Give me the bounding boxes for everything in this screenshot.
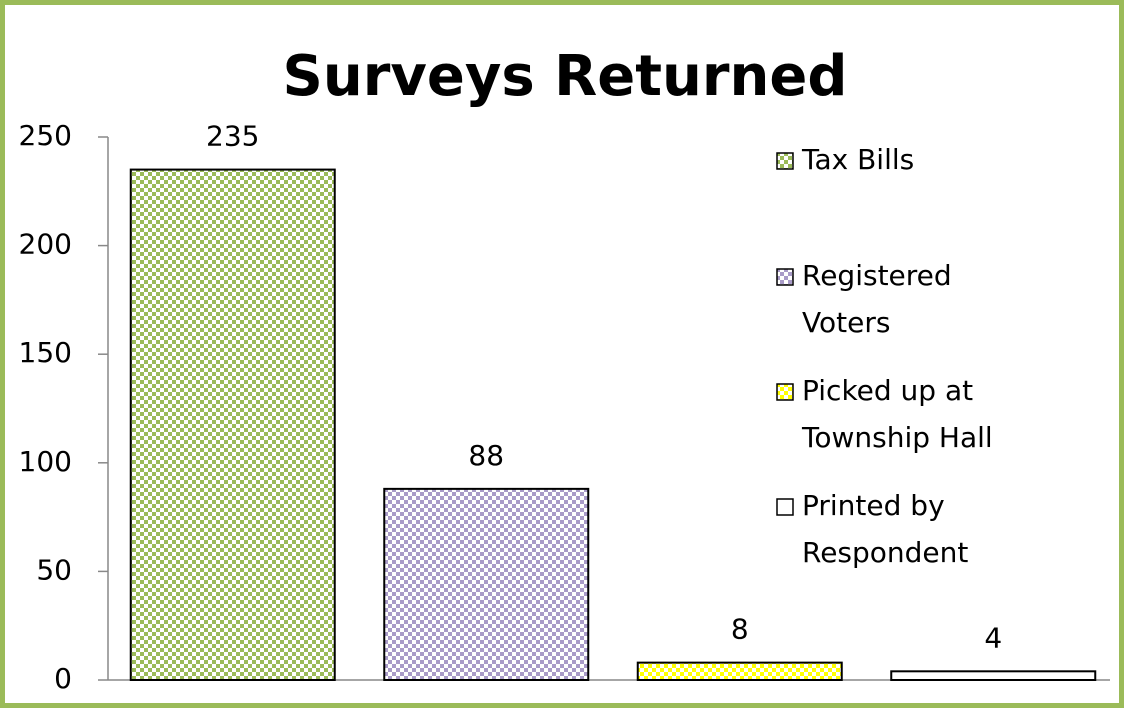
data-label: 4 <box>984 621 1002 654</box>
y-tick-label: 0 <box>54 662 72 695</box>
legend-item: Printed by Respondent <box>776 482 1032 576</box>
legend-swatch <box>776 498 794 516</box>
bar <box>129 168 336 682</box>
legend-label: Registered Voters <box>802 259 952 339</box>
bar <box>636 661 843 682</box>
legend-swatch <box>776 152 794 170</box>
y-tick-label: 50 <box>36 553 72 586</box>
chart-title: Surveys Returned <box>283 44 848 109</box>
legend-label: Printed by Respondent <box>802 489 969 569</box>
legend-label: Picked up at Township Hall <box>802 374 993 454</box>
bar <box>383 487 590 682</box>
bar <box>890 670 1097 682</box>
data-label: 88 <box>468 439 504 472</box>
y-tick-label: 200 <box>19 228 72 261</box>
legend-swatch <box>776 268 794 286</box>
legend-swatch <box>776 383 794 401</box>
legend-label: Tax Bills <box>802 143 915 176</box>
legend-item: Tax Bills <box>776 136 914 183</box>
data-label: 235 <box>206 120 259 153</box>
legend-item: Registered Voters <box>776 252 1032 346</box>
y-tick-label: 150 <box>19 336 72 369</box>
y-tick-label: 100 <box>19 445 72 478</box>
y-tick-label: 250 <box>19 119 72 152</box>
legend-item: Picked up at Township Hall <box>776 367 1032 461</box>
data-label: 8 <box>731 613 749 646</box>
